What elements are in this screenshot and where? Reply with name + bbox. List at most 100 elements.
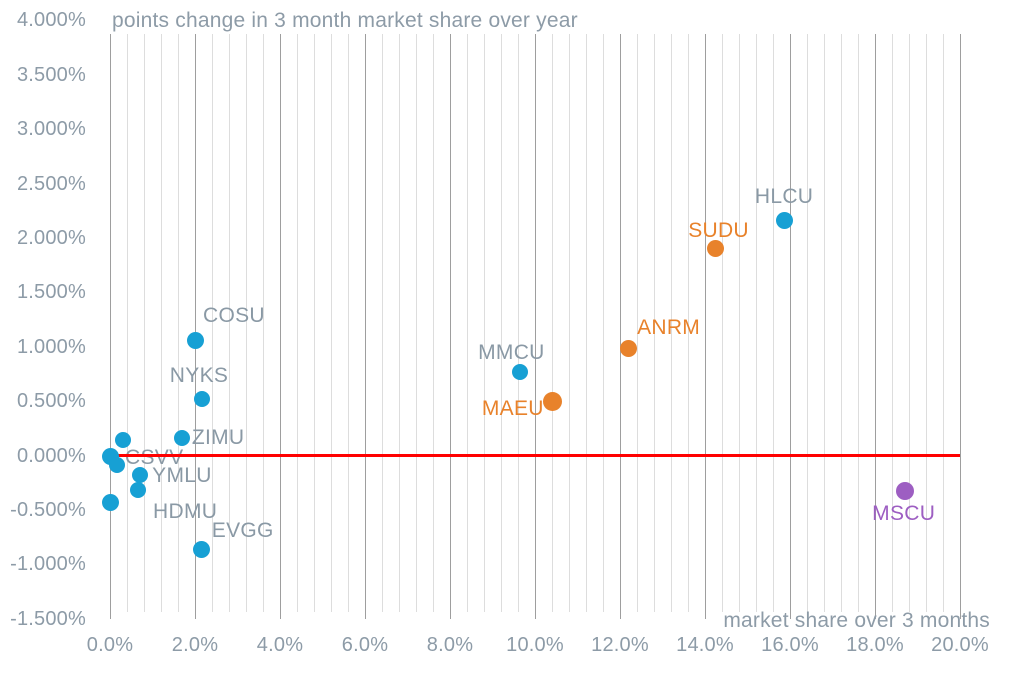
x-tick-label: 18.0% (846, 634, 904, 656)
major-gridline (449, 34, 451, 619)
minor-gridline (262, 34, 264, 612)
minor-gridline (857, 34, 859, 612)
minor-gridline (432, 34, 434, 612)
x-tick-label: 8.0% (426, 634, 474, 656)
minor-gridline (925, 34, 927, 612)
zero-reference-line (110, 454, 960, 457)
data-point (108, 457, 125, 474)
point-label-evgg: EVGG (211, 519, 274, 543)
y-tick-label: 1.000% (16, 335, 86, 358)
minor-gridline (585, 34, 587, 612)
minor-gridline (772, 34, 774, 612)
point-label-zimu: ZIMU (191, 426, 245, 450)
minor-gridline (551, 34, 553, 612)
data-point-sudu (706, 240, 724, 258)
x-tick-label: 14.0% (676, 634, 734, 656)
minor-gridline (228, 34, 230, 612)
major-gridline (534, 34, 536, 619)
data-point-cosu (186, 331, 204, 349)
minor-gridline (687, 34, 689, 612)
major-gridline (364, 34, 366, 619)
data-point-ymlu (132, 467, 149, 484)
major-gridline (279, 34, 281, 619)
minor-gridline (381, 34, 383, 612)
x-axis-title: market share over 3 months (723, 609, 990, 632)
minor-gridline (738, 34, 740, 612)
minor-gridline (143, 34, 145, 612)
y-tick-label: 3.500% (16, 63, 86, 86)
y-tick-label: -0.500% (10, 498, 86, 521)
minor-gridline (908, 34, 910, 612)
minor-gridline (840, 34, 842, 612)
minor-gridline (466, 34, 468, 612)
major-gridline (789, 34, 791, 619)
point-label-hlcu: HLCU (754, 185, 814, 209)
data-point-mmcu (512, 363, 529, 380)
y-tick-label: 2.500% (16, 172, 86, 195)
minor-gridline (721, 34, 723, 612)
minor-gridline (636, 34, 638, 612)
minor-gridline (568, 34, 570, 612)
data-point-zimu (173, 430, 190, 447)
x-tick-label: 20.0% (931, 634, 989, 656)
data-point-hlcu (776, 211, 794, 229)
y-tick-label: 0.000% (16, 444, 86, 467)
y-tick-label: 4.000% (16, 9, 86, 32)
point-label-hdmu: HDMU (153, 500, 218, 524)
minor-gridline (177, 34, 179, 612)
x-tick-label: 10.0% (506, 634, 564, 656)
y-tick-label: 0.500% (16, 390, 86, 413)
x-tick-label: 12.0% (591, 634, 649, 656)
data-point-nyks (193, 390, 210, 407)
y-tick-label: 3.000% (16, 118, 86, 141)
minor-gridline (313, 34, 315, 612)
minor-gridline (891, 34, 893, 612)
minor-gridline (823, 34, 825, 612)
major-gridline (194, 34, 196, 619)
x-tick-label: 4.0% (256, 634, 304, 656)
y-tick-label: 1.500% (16, 281, 86, 304)
minor-gridline (500, 34, 502, 612)
x-tick-label: 0.0% (86, 634, 134, 656)
y-tick-label: -1.500% (10, 607, 86, 630)
x-tick-label: 6.0% (341, 634, 389, 656)
data-point (115, 432, 132, 449)
major-gridline (109, 34, 111, 619)
point-label-csvv: CSVV (125, 445, 184, 469)
minor-gridline (347, 34, 349, 612)
data-point-mscu (896, 482, 915, 501)
point-label-nyks: NYKS (169, 363, 229, 387)
minor-gridline (211, 34, 213, 612)
minor-gridline (942, 34, 944, 612)
minor-gridline (330, 34, 332, 612)
major-gridline (619, 34, 621, 619)
x-tick-label: 2.0% (171, 634, 219, 656)
y-tick-label: 2.000% (16, 226, 86, 249)
minor-gridline (670, 34, 672, 612)
minor-gridline (415, 34, 417, 612)
data-point (101, 493, 119, 511)
point-label-cosu: COSU (203, 304, 265, 328)
data-point-anrm (619, 340, 637, 358)
major-gridline (704, 34, 706, 619)
point-label-sudu: SUDU (688, 218, 749, 242)
minor-gridline (653, 34, 655, 612)
data-point-maeu (543, 391, 563, 411)
minor-gridline (483, 34, 485, 612)
major-gridline (874, 34, 876, 619)
minor-gridline (245, 34, 247, 612)
chart-title: points change in 3 month market share ov… (112, 9, 578, 32)
minor-gridline (126, 34, 128, 612)
major-gridline (959, 34, 961, 619)
minor-gridline (806, 34, 808, 612)
point-label-mscu: MSCU (872, 502, 936, 526)
minor-gridline (755, 34, 757, 612)
minor-gridline (602, 34, 604, 612)
data-point-hdmu (130, 482, 147, 499)
point-label-anrm: ANRM (637, 315, 701, 339)
minor-gridline (398, 34, 400, 612)
point-label-ymlu: YMLU (152, 464, 212, 488)
point-label-maeu: MAEU (481, 397, 544, 421)
minor-gridline (296, 34, 298, 612)
